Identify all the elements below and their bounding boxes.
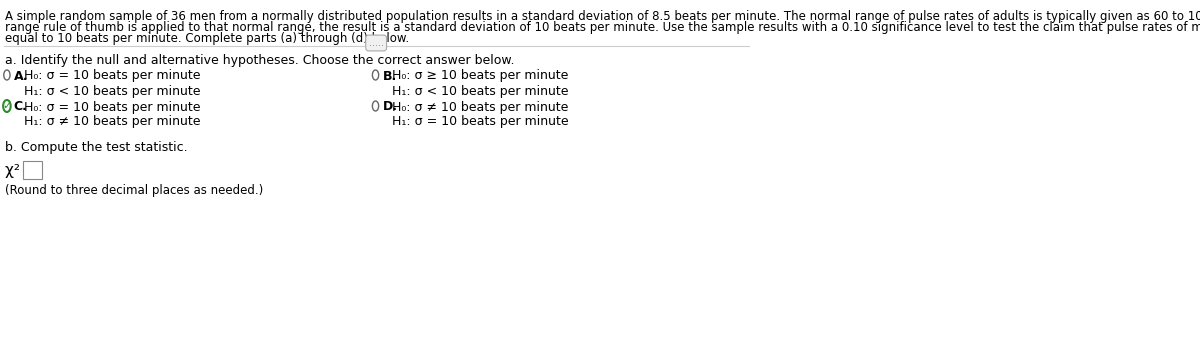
Text: H₀: σ ≥ 10 beats per minute: H₀: σ ≥ 10 beats per minute xyxy=(392,70,569,82)
Text: b. Compute the test statistic.: b. Compute the test statistic. xyxy=(5,141,187,154)
Text: H₁: σ < 10 beats per minute: H₁: σ < 10 beats per minute xyxy=(392,84,569,98)
Text: range rule of thumb is applied to that normal range, the result is a standard de: range rule of thumb is applied to that n… xyxy=(5,21,1200,34)
Text: C.: C. xyxy=(13,100,28,113)
Text: A simple random sample of 36 men from a normally distributed population results : A simple random sample of 36 men from a … xyxy=(5,10,1200,23)
Text: equal to 10 beats per minute. Complete parts (a) through (d) below.: equal to 10 beats per minute. Complete p… xyxy=(5,32,409,45)
Text: H₀: σ = 10 beats per minute: H₀: σ = 10 beats per minute xyxy=(24,100,200,113)
Text: (Round to three decimal places as needed.): (Round to three decimal places as needed… xyxy=(5,184,263,197)
Text: A.: A. xyxy=(13,70,29,82)
Text: H₁: σ < 10 beats per minute: H₁: σ < 10 beats per minute xyxy=(24,84,200,98)
Text: H₀: σ ≠ 10 beats per minute: H₀: σ ≠ 10 beats per minute xyxy=(392,100,569,113)
Text: D.: D. xyxy=(383,100,397,113)
Text: a. Identify the null and alternative hypotheses. Choose the correct answer below: a. Identify the null and alternative hyp… xyxy=(5,54,515,67)
FancyBboxPatch shape xyxy=(23,161,42,179)
Text: H₀: σ = 10 beats per minute: H₀: σ = 10 beats per minute xyxy=(24,70,200,82)
Text: H₁: σ = 10 beats per minute: H₁: σ = 10 beats per minute xyxy=(392,116,569,128)
Text: χ² =: χ² = xyxy=(5,163,37,178)
Text: ✓: ✓ xyxy=(2,101,12,111)
Text: .....: ..... xyxy=(368,38,384,48)
Text: H₁: σ ≠ 10 beats per minute: H₁: σ ≠ 10 beats per minute xyxy=(24,116,200,128)
Text: B.: B. xyxy=(383,70,397,82)
